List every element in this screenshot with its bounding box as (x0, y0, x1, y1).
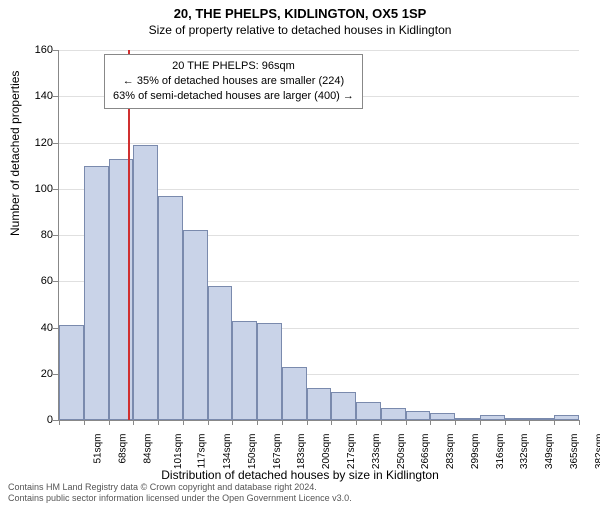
x-tick (307, 420, 308, 425)
y-tick-label: 100 (23, 183, 53, 195)
y-tick-label: 20 (23, 368, 53, 380)
histogram-bar (356, 402, 381, 421)
y-tick (53, 96, 59, 97)
x-tick-label: 299sqm (470, 434, 481, 470)
footer-line1: Contains HM Land Registry data © Crown c… (8, 482, 352, 493)
x-tick-label: 332sqm (519, 434, 530, 470)
x-tick-label: 51sqm (93, 434, 104, 464)
histogram-bar (307, 388, 332, 420)
histogram-bar (208, 286, 233, 420)
x-axis-label: Distribution of detached houses by size … (0, 468, 600, 482)
x-tick (257, 420, 258, 425)
x-tick-label: 266sqm (420, 434, 431, 470)
x-tick (505, 420, 506, 425)
x-tick-label: 117sqm (197, 434, 208, 469)
footer-attribution: Contains HM Land Registry data © Crown c… (8, 482, 352, 504)
x-tick (84, 420, 85, 425)
x-tick (529, 420, 530, 425)
x-tick (455, 420, 456, 425)
histogram-bar (84, 166, 109, 420)
annotation-line3: 63% of semi-detached houses are larger (… (113, 89, 354, 104)
x-tick (183, 420, 184, 425)
x-tick-label: 365sqm (569, 434, 580, 470)
x-tick (109, 420, 110, 425)
x-tick-label: 349sqm (544, 434, 555, 470)
x-tick-label: 84sqm (142, 434, 153, 464)
y-tick-label: 140 (23, 90, 53, 102)
footer-line2: Contains public sector information licen… (8, 493, 352, 504)
histogram-bar (158, 196, 183, 420)
gridline (59, 143, 579, 144)
y-tick-label: 40 (23, 322, 53, 334)
annotation-line1: 20 THE PHELPS: 96sqm (113, 59, 354, 74)
x-tick-label: 233sqm (371, 434, 382, 470)
histogram-bar (183, 230, 208, 420)
histogram-bar (455, 418, 480, 420)
y-tick (53, 189, 59, 190)
y-axis-label: Number of detached properties (8, 71, 22, 236)
histogram-bar (430, 413, 455, 420)
x-tick-label: 167sqm (272, 434, 283, 470)
x-tick-label: 316sqm (495, 434, 506, 470)
x-tick (480, 420, 481, 425)
histogram-bar (406, 411, 431, 420)
y-tick-label: 0 (23, 414, 53, 426)
x-tick (331, 420, 332, 425)
x-tick-label: 134sqm (222, 434, 233, 470)
y-tick-label: 160 (23, 44, 53, 56)
histogram-bar (282, 367, 307, 420)
y-tick-label: 80 (23, 229, 53, 241)
x-tick-label: 200sqm (321, 434, 332, 470)
histogram-bar (505, 418, 530, 420)
chart-subtitle: Size of property relative to detached ho… (0, 23, 600, 37)
histogram-bar (133, 145, 158, 420)
x-tick-label: 68sqm (118, 434, 129, 464)
histogram-bar (480, 415, 505, 420)
histogram-bar (381, 408, 406, 420)
x-tick (579, 420, 580, 425)
x-tick (554, 420, 555, 425)
y-tick (53, 143, 59, 144)
y-tick (53, 235, 59, 236)
annotation-line2: ← 35% of detached houses are smaller (22… (113, 74, 354, 89)
chart-plot-area: 02040608010012014016051sqm68sqm84sqm101s… (58, 50, 579, 421)
histogram-bar (331, 392, 356, 420)
x-tick (430, 420, 431, 425)
x-tick (208, 420, 209, 425)
x-tick (356, 420, 357, 425)
x-tick-label: 382sqm (594, 434, 600, 470)
y-tick-label: 120 (23, 137, 53, 149)
x-tick-label: 250sqm (396, 434, 407, 470)
annotation-box: 20 THE PHELPS: 96sqm← 35% of detached ho… (104, 54, 363, 109)
gridline (59, 50, 579, 51)
x-tick-label: 217sqm (346, 434, 357, 470)
y-tick (53, 50, 59, 51)
histogram-bar (257, 323, 282, 420)
x-tick-label: 283sqm (445, 434, 456, 470)
x-tick-label: 101sqm (173, 434, 184, 470)
x-tick (282, 420, 283, 425)
x-tick-label: 150sqm (247, 434, 258, 470)
x-tick (59, 420, 60, 425)
x-tick (381, 420, 382, 425)
x-tick (406, 420, 407, 425)
histogram-bar (232, 321, 257, 420)
histogram-bar (554, 415, 579, 420)
y-tick-label: 60 (23, 275, 53, 287)
y-tick (53, 281, 59, 282)
x-tick-label: 183sqm (297, 434, 308, 470)
histogram-bar (529, 418, 554, 420)
x-tick (232, 420, 233, 425)
x-tick (133, 420, 134, 425)
histogram-bar (59, 325, 84, 420)
chart-title: 20, THE PHELPS, KIDLINGTON, OX5 1SP (0, 6, 600, 21)
x-tick (158, 420, 159, 425)
